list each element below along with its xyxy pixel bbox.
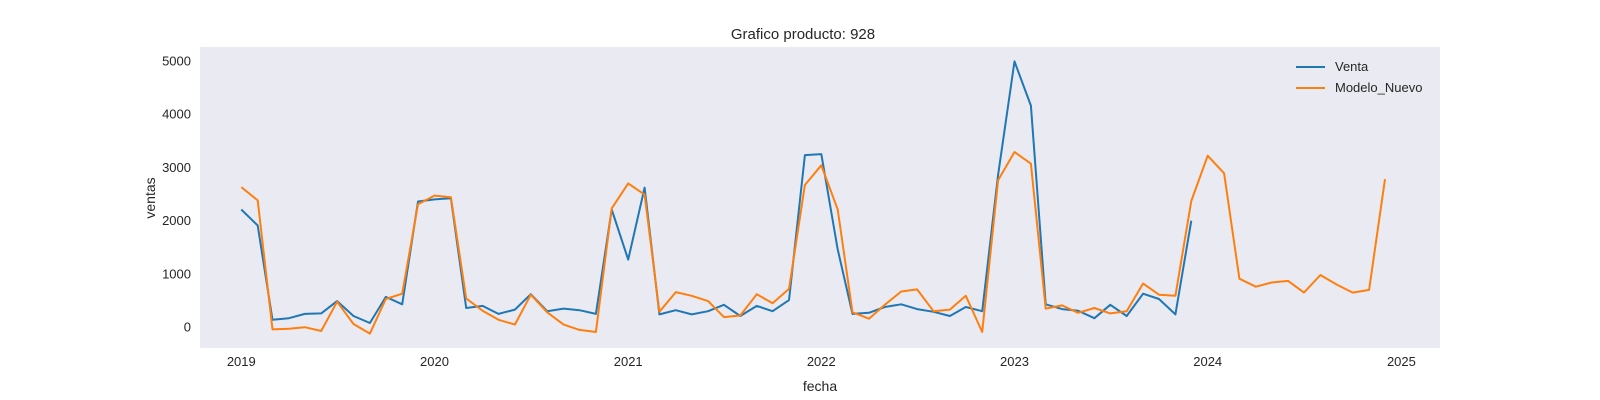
plot-area xyxy=(200,47,1440,348)
y-axis-label: ventas xyxy=(142,177,158,218)
x-axis-label: fecha xyxy=(803,378,837,394)
x-tick-label: 2022 xyxy=(807,354,836,369)
series-line-modelo-nuevo xyxy=(240,151,1386,335)
x-tick-label: 2021 xyxy=(614,354,643,369)
x-tick-label: 2019 xyxy=(227,354,256,369)
y-axis-ticks: 0 1000 2000 3000 4000 5000 xyxy=(162,53,191,334)
y-tick-label: 4000 xyxy=(162,107,191,122)
legend-label-venta: Venta xyxy=(1335,59,1369,74)
legend-label-modelo-nuevo: Modelo_Nuevo xyxy=(1335,80,1422,95)
chart-title: Grafico producto: 928 xyxy=(731,26,875,43)
y-tick-label: 0 xyxy=(184,320,191,335)
legend: Venta Modelo_Nuevo xyxy=(1296,59,1422,95)
x-tick-label: 2023 xyxy=(1000,354,1029,369)
y-tick-label: 2000 xyxy=(162,213,191,228)
x-tick-label: 2025 xyxy=(1387,354,1416,369)
x-tick-label: 2020 xyxy=(420,354,449,369)
y-tick-label: 1000 xyxy=(162,266,191,281)
x-axis-ticks: 2019 2020 2021 2022 2023 2024 2025 xyxy=(227,354,1416,369)
x-tick-label: 2024 xyxy=(1193,354,1222,369)
series-lines xyxy=(240,60,1386,335)
y-tick-label: 3000 xyxy=(162,160,191,175)
y-tick-label: 5000 xyxy=(162,53,191,68)
